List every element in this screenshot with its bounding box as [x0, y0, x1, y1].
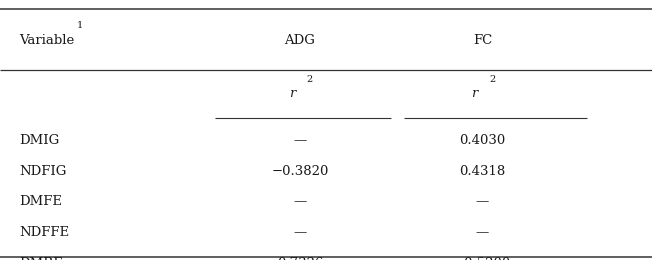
Text: NDFIG: NDFIG — [20, 165, 67, 178]
Text: 0.4030: 0.4030 — [460, 134, 505, 147]
Text: 2: 2 — [489, 75, 496, 84]
Text: —: — — [293, 134, 306, 147]
Text: −0.3820: −0.3820 — [271, 165, 329, 178]
Text: —: — — [476, 226, 489, 239]
Text: —: — — [293, 226, 306, 239]
Text: DMRE: DMRE — [20, 257, 63, 260]
Text: 1: 1 — [77, 22, 83, 30]
Text: 2: 2 — [306, 75, 313, 84]
Text: r: r — [471, 87, 478, 100]
Text: DMFE: DMFE — [20, 195, 63, 208]
Text: 0.7326: 0.7326 — [276, 257, 323, 260]
Text: NDFFE: NDFFE — [20, 226, 70, 239]
Text: 0.4318: 0.4318 — [460, 165, 505, 178]
Text: −0.5200: −0.5200 — [454, 257, 511, 260]
Text: r: r — [289, 87, 295, 100]
Text: ADG: ADG — [284, 34, 316, 47]
Text: FC: FC — [473, 34, 492, 47]
Text: Variable: Variable — [20, 34, 75, 47]
Text: —: — — [476, 195, 489, 208]
Text: DMIG: DMIG — [20, 134, 60, 147]
Text: —: — — [293, 195, 306, 208]
